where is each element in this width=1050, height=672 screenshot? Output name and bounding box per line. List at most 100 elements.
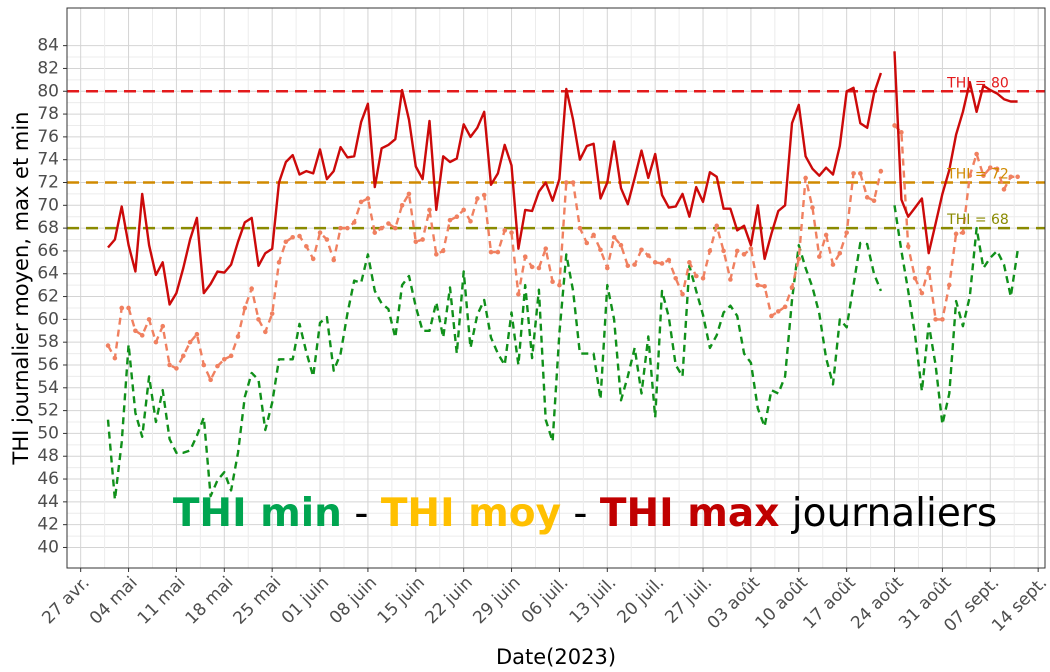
series-point: [105, 343, 111, 348]
series-point: [632, 262, 637, 267]
series-point: [940, 317, 945, 322]
x-tick-label: 10 août: [752, 573, 813, 634]
x-tick-label: 04 mai: [86, 573, 142, 629]
series-point: [461, 207, 466, 213]
series-point: [871, 198, 877, 204]
series-point: [427, 207, 432, 213]
series-point: [174, 366, 179, 371]
series-point: [851, 171, 856, 176]
series-point: [830, 262, 836, 267]
series-point: [509, 230, 514, 235]
y-tick-label: 62: [37, 287, 59, 307]
y-tick-label: 48: [37, 446, 59, 466]
series-point: [748, 246, 754, 251]
x-tick-label: 18 mai: [182, 573, 238, 629]
panel-border: [66, 7, 1046, 569]
series-point: [598, 247, 603, 253]
series-point: [317, 230, 323, 235]
series-point: [823, 232, 829, 238]
series-point: [324, 237, 330, 242]
series-point: [570, 180, 576, 185]
series-point: [434, 252, 439, 257]
series-point: [399, 203, 405, 208]
series-point: [167, 362, 172, 368]
series-point: [878, 168, 884, 174]
reference-label: THI = 72: [946, 167, 1009, 183]
annotation-part: THI min: [173, 491, 342, 536]
series-point: [516, 291, 521, 297]
x-tick-label: 08 juin: [326, 573, 381, 628]
series-point: [810, 205, 815, 210]
series-point: [228, 353, 234, 359]
y-tick-label: 74: [37, 150, 59, 170]
plot-marks: THI = 80 THI = 72 THI = 68: [67, 51, 1045, 501]
series-point: [652, 260, 658, 265]
series-point: [858, 171, 863, 176]
series-point: [283, 239, 289, 245]
y-tick-label: 82: [37, 58, 59, 78]
series-point: [782, 304, 788, 310]
series-point: [481, 192, 487, 198]
series-point: [707, 248, 713, 254]
series-point: [358, 199, 364, 205]
series-point: [892, 123, 897, 128]
x-axis-title: Date(2023): [496, 645, 616, 669]
series-point: [372, 230, 378, 235]
series-point: [680, 291, 685, 297]
x-tick-label: 13 juil.: [566, 573, 621, 628]
series-point: [659, 261, 665, 266]
series-point: [379, 225, 384, 231]
series-line: [106, 205, 1019, 501]
series-point: [529, 264, 535, 270]
annotation: THI min - THI moy - THI max journaliers: [173, 491, 997, 536]
series-point: [413, 239, 419, 245]
series-point: [263, 329, 268, 335]
series-point: [345, 225, 350, 231]
series-point: [741, 252, 747, 257]
series-point: [734, 248, 740, 254]
series-point: [960, 230, 966, 235]
y-tick-label: 60: [37, 309, 59, 329]
x-tick-label: 29 juin: [469, 573, 524, 628]
annotation-part: journaliers: [791, 491, 997, 536]
y-tick-label: 68: [37, 218, 59, 238]
series-point: [994, 166, 1000, 172]
series-point: [618, 242, 624, 248]
reference-label: THI = 68: [946, 212, 1009, 228]
series-point: [899, 130, 904, 135]
series-point: [392, 225, 398, 231]
series-point: [440, 248, 446, 254]
series-point: [646, 253, 651, 258]
series-point: [365, 196, 371, 201]
y-tick-label: 76: [37, 127, 59, 147]
series-point: [351, 220, 357, 225]
series-point: [420, 237, 425, 242]
series-point: [755, 282, 761, 288]
series-point: [215, 363, 220, 369]
series-point: [304, 244, 309, 249]
series-point: [769, 313, 774, 319]
x-tick-label: 25 mai: [230, 573, 286, 629]
series-point: [475, 196, 480, 201]
series-point: [488, 249, 494, 255]
series-point: [604, 265, 610, 271]
series-point: [126, 305, 131, 311]
series-point: [1015, 174, 1020, 180]
series-point: [194, 331, 200, 337]
series-point: [146, 317, 152, 322]
series-point: [310, 256, 316, 262]
series-point: [803, 175, 808, 181]
y-tick-label: 80: [37, 81, 59, 101]
series-point: [721, 248, 726, 254]
series-point: [967, 173, 973, 178]
series-point: [1008, 174, 1014, 180]
x-tick-label: 11 mai: [134, 573, 190, 629]
annotation-part: THI moy: [381, 491, 561, 536]
series-point: [276, 260, 282, 265]
series-point: [187, 339, 193, 345]
series-point: [591, 232, 596, 238]
series-point: [687, 260, 692, 265]
series-point: [693, 273, 699, 279]
